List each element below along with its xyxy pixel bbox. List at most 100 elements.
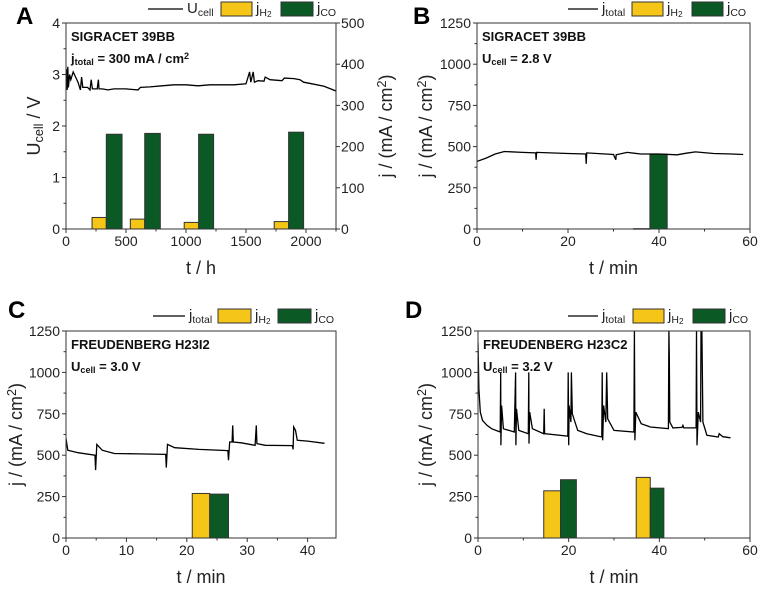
annotation-line: FREUDENBERG H23I2 bbox=[71, 337, 210, 352]
y2-tick-label: 0 bbox=[341, 221, 349, 237]
text-part: j bbox=[255, 0, 259, 17]
y-tick-label: 3 bbox=[52, 67, 60, 83]
annotation-line: SIGRACET 39BB bbox=[482, 29, 586, 44]
text-part: total bbox=[605, 7, 625, 19]
text-part: j / (mA / cm bbox=[416, 396, 436, 487]
panel-c: C 0 10 20 30 40 0 250 500 750 1000 1250 t / min j / (… bbox=[5, 297, 337, 587]
bar-jco bbox=[198, 133, 215, 230]
text-part: 2 bbox=[415, 389, 429, 396]
legend-swatch-co bbox=[691, 1, 724, 17]
legend-label: jCO bbox=[314, 307, 334, 326]
legend-label: jtotal bbox=[601, 307, 625, 326]
y-tick-label: 2 bbox=[52, 118, 60, 134]
text-part: cell bbox=[492, 365, 507, 375]
x-tick-label: 40 bbox=[652, 542, 668, 558]
y-axis-title: j / (mA / cm2) bbox=[415, 74, 436, 178]
annotation-line: Ucell = 2.8 V bbox=[482, 51, 552, 67]
text-part: total bbox=[75, 57, 94, 67]
x-tick-label: 30 bbox=[239, 542, 255, 558]
legend-label: Ucell bbox=[187, 0, 214, 19]
legend-label: jtotal bbox=[601, 0, 625, 19]
panel-letter: C bbox=[8, 297, 25, 324]
y-tick-label: 0 bbox=[52, 221, 60, 237]
x-tick-label: 1500 bbox=[230, 233, 261, 249]
series-line-jtotal bbox=[477, 150, 744, 164]
x-axis-title: t / min bbox=[589, 567, 638, 587]
y-tick-label: 750 bbox=[37, 406, 61, 422]
text-part: ) bbox=[416, 74, 436, 80]
legend-swatch-co bbox=[280, 1, 314, 17]
text-part: / V bbox=[24, 97, 44, 124]
x-tick-label: 1000 bbox=[170, 233, 201, 249]
text-part: t / h bbox=[186, 258, 216, 278]
text-part: cell bbox=[32, 124, 46, 143]
legend-label: jH2 bbox=[666, 0, 683, 19]
legend-label: jtotal bbox=[188, 307, 212, 326]
x-axis-title: t / min bbox=[589, 258, 638, 278]
series-line-ucell bbox=[66, 66, 336, 92]
panel-d: D 0 20 40 60 0 250 500 750 1000 1250 t / min j / (mA… bbox=[405, 297, 758, 587]
y-axis-title: j / (mA / cm2) bbox=[415, 383, 436, 487]
y-tick-label: 500 bbox=[449, 447, 473, 463]
x-tick-label: 0 bbox=[62, 542, 70, 558]
legend: jtotal jH2 jCO bbox=[568, 0, 746, 19]
bar-jco bbox=[105, 133, 123, 230]
y-tick-label: 500 bbox=[37, 447, 61, 463]
legend-label: jCO bbox=[726, 0, 746, 19]
x-tick-label: 0 bbox=[473, 233, 481, 249]
y2-tick-label: 200 bbox=[341, 139, 365, 155]
text-part: total bbox=[605, 314, 625, 326]
text-part: j bbox=[314, 307, 318, 324]
series-line-jtotal bbox=[66, 424, 325, 471]
text-part: H bbox=[258, 314, 266, 326]
text-part: j bbox=[667, 307, 671, 324]
legend-swatch-h2 bbox=[632, 308, 665, 324]
legend-swatch-co bbox=[692, 308, 726, 324]
y-tick-label: 1 bbox=[52, 170, 60, 186]
annotation-line: SIGRACET 39BB bbox=[71, 29, 175, 44]
text-part: 2 bbox=[679, 317, 684, 326]
y2-axis-title: j / (mA / cm2) bbox=[375, 74, 396, 178]
panel-letter: A bbox=[16, 3, 33, 30]
legend-swatch-h2 bbox=[217, 308, 252, 324]
y-tick-label: 250 bbox=[448, 180, 472, 196]
text-part: U bbox=[71, 359, 80, 374]
y2-tick-label: 100 bbox=[341, 180, 365, 196]
y-axis-title: Ucell / V bbox=[24, 97, 46, 156]
bar-jh2 bbox=[543, 490, 562, 539]
x-tick-label: 20 bbox=[560, 233, 576, 249]
y-axis-title: j / (mA / cm2) bbox=[5, 383, 26, 487]
text-part: FREUDENBERG H23C2 bbox=[483, 337, 627, 352]
text-part: cell bbox=[491, 57, 506, 67]
x-tick-label: 60 bbox=[742, 542, 758, 558]
legend-label: jH2 bbox=[255, 0, 272, 19]
bar-jco bbox=[288, 131, 305, 230]
y-tick-label: 250 bbox=[37, 489, 61, 505]
text-part: j bbox=[601, 0, 605, 17]
y-tick-label: 1000 bbox=[29, 364, 60, 380]
text-part: CO bbox=[320, 7, 336, 19]
text-part: total bbox=[192, 314, 212, 326]
legend-label: jCO bbox=[728, 307, 748, 326]
bar-jh2 bbox=[635, 476, 651, 539]
bar-jh2 bbox=[191, 492, 211, 539]
annotation-line: Ucell = 3.0 V bbox=[71, 359, 141, 375]
legend-swatch-h2 bbox=[631, 1, 664, 17]
text-part: = 3.2 V bbox=[508, 359, 553, 374]
y2-tick-label: 300 bbox=[341, 97, 365, 113]
annotation-line: Ucell = 3.2 V bbox=[483, 359, 553, 375]
text-part: ) bbox=[416, 383, 436, 389]
bar-jh2 bbox=[91, 216, 107, 230]
legend-swatch-co bbox=[277, 308, 312, 324]
y-tick-label: 1000 bbox=[441, 364, 472, 380]
text-part: j bbox=[726, 0, 730, 17]
y-tick-label: 4 bbox=[52, 15, 60, 31]
text-part: FREUDENBERG H23I2 bbox=[71, 337, 210, 352]
bar-jh2 bbox=[183, 221, 200, 230]
text-part: 2 bbox=[5, 389, 19, 396]
y-tick-label: 0 bbox=[52, 530, 60, 546]
text-part: U bbox=[483, 359, 492, 374]
text-part: 2 bbox=[678, 10, 683, 19]
legend-label: jH2 bbox=[254, 307, 271, 326]
